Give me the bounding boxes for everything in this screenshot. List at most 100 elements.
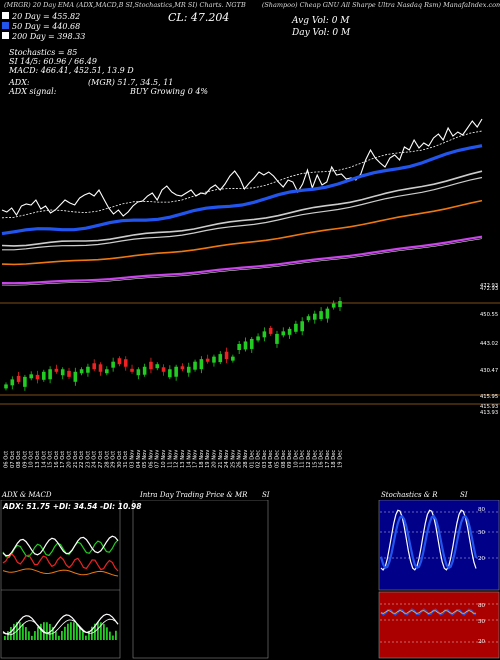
intraday-panel (132, 500, 269, 659)
ma-legend-20: 20 Day = 455.82 (2, 12, 85, 21)
price-grid-lines (0, 302, 500, 405)
date-axis-label: 05 Nov (142, 450, 148, 468)
chart-header: (MRGR) 20 Day EMA (ADX,MACD,B SI,Stochas… (4, 1, 500, 9)
date-axis-label: 15 Oct (48, 451, 54, 468)
candle-body (312, 313, 317, 320)
candle-body (262, 331, 267, 338)
header-line1-right: (Shampoo) Cheap GNU All Sharpe Ultra Nas… (261, 1, 500, 9)
candle-body (142, 366, 147, 375)
date-axis-label: 14 Nov (186, 450, 192, 468)
date-axis-label: 27 Oct (98, 451, 104, 468)
candle-body (319, 311, 323, 320)
date-axis-label: 03 Nov (130, 450, 136, 468)
date-axis-label: 02 Dec (256, 450, 262, 468)
candle-body (180, 366, 185, 370)
ma-legend: 20 Day = 455.82 50 Day = 440.68 200 Day … (2, 12, 85, 41)
candle-body (161, 367, 166, 372)
ma200-swatch (2, 32, 9, 39)
adx-values-label: ADX: 51.75 +DI: 34.54 -DI: 10.98 (3, 502, 142, 511)
date-axis-label: 03 Dec (262, 450, 268, 468)
si-signal-line (380, 610, 477, 614)
macd-histogram-bar (103, 624, 105, 640)
macd-histogram-bar (73, 622, 75, 640)
si-panel (378, 591, 500, 659)
macd-histogram-bar (22, 623, 24, 640)
date-axis-label: 20 Oct (67, 451, 73, 468)
candle-body (218, 354, 223, 363)
candle-body (174, 366, 178, 377)
macd-histogram-bar (115, 630, 117, 640)
date-axis-label: 13 Oct (35, 451, 41, 468)
adx-panel-title: ADX & MACD (2, 491, 52, 499)
macd-histogram-bar (70, 622, 72, 640)
date-axis-label: 08 Dec (281, 450, 287, 468)
candle-body (268, 327, 273, 334)
date-axis-label: 04 Dec (268, 450, 274, 468)
macd-histogram-bar (37, 626, 39, 640)
date-axis-label: 06 Oct (4, 451, 10, 468)
macd-histogram-bar (34, 631, 36, 640)
candle-body (123, 359, 128, 367)
candle-body (338, 301, 342, 308)
macd-histogram-bar (61, 630, 63, 640)
candle-body (42, 371, 46, 380)
si-stat: SI 14/5: 60.96 / 66.49 (9, 57, 97, 66)
candle-body (306, 316, 311, 321)
moving-average-lines (1, 118, 483, 286)
macd-signal-line (2, 618, 119, 636)
macd-histogram-bar (4, 636, 6, 640)
candle-body (243, 341, 248, 350)
macd-histogram-bar (40, 623, 42, 640)
ma-legend-50: 50 Day = 440.68 (2, 22, 85, 31)
si-level-50: 50 (478, 619, 485, 625)
adx-stat-value: (MGR) 51.7, 34.5, 11 (88, 78, 174, 87)
price-axis-label: 472.93 (480, 283, 498, 289)
intraday-panel-title: Intra Day Trading Price & MR (140, 491, 248, 499)
date-axis-label: 17 Oct (60, 451, 66, 468)
candle-body (249, 338, 254, 349)
si-level-20: 20 (478, 639, 485, 645)
macd-histogram-bar (13, 623, 15, 640)
candle-body (79, 369, 84, 374)
candle-body (237, 344, 241, 350)
date-axis-label: 17 Dec (325, 450, 331, 468)
date-axis-label: 14 Oct (41, 451, 47, 468)
ma200-line (1, 199, 483, 266)
intraday-si-label: SI (262, 491, 270, 499)
candle-body (111, 361, 115, 368)
macd-histogram-bar (7, 631, 9, 640)
si-lines (380, 603, 498, 643)
macd-histogram-bar (109, 631, 111, 640)
date-axis-label: 10 Oct (29, 451, 35, 468)
candle-body (287, 328, 292, 335)
date-axis-label: 11 Dec (300, 450, 306, 468)
date-axis-label: 30 Oct (117, 451, 123, 468)
price-line (1, 118, 483, 217)
date-axis-label: 07 Oct (10, 451, 16, 468)
date-axis-label: 09 Dec (287, 450, 293, 468)
macd-histogram-bar (97, 622, 99, 640)
candle-body (29, 374, 34, 379)
ma20-swatch (2, 12, 9, 19)
macd-histogram-bar (88, 630, 90, 640)
ma50-swatch (2, 22, 9, 29)
date-axis-label: 25 Nov (230, 450, 236, 468)
si-level-80: 80 (478, 603, 485, 609)
macd-line (2, 613, 119, 635)
plus-di-line (2, 539, 119, 559)
macd-histogram-bar (67, 623, 69, 640)
day-vol-label: Day Vol: 0 M (292, 28, 351, 38)
date-axis-label: 24 Oct (92, 451, 98, 468)
macd-histogram-bar (79, 627, 81, 640)
macd-histogram-bar (25, 627, 27, 640)
candle-body (98, 364, 103, 372)
ma-long-line (1, 235, 483, 285)
stochastics-lines (379, 509, 498, 571)
adx-signal-label: ADX signal: (9, 87, 57, 96)
date-axis-label: 16 Oct (54, 451, 60, 468)
date-axis-label: 09 Oct (22, 451, 28, 468)
date-axis-label: 18 Nov (199, 450, 205, 468)
candle-body (212, 356, 216, 363)
macd-histogram-bar (82, 631, 84, 640)
candle-body (193, 361, 197, 370)
